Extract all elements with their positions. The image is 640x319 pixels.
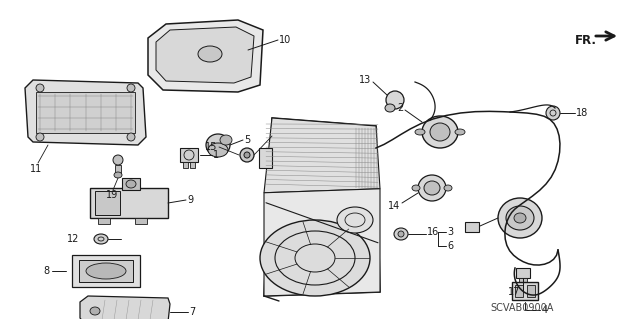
Bar xyxy=(512,282,538,300)
Polygon shape xyxy=(148,20,263,92)
Ellipse shape xyxy=(127,133,135,141)
Ellipse shape xyxy=(415,129,425,135)
Text: 16: 16 xyxy=(427,227,439,237)
Polygon shape xyxy=(80,296,170,319)
Text: SCVAB0900A: SCVAB0900A xyxy=(490,303,554,313)
Ellipse shape xyxy=(498,198,542,238)
Bar xyxy=(523,278,527,283)
Text: 13: 13 xyxy=(359,75,371,85)
Ellipse shape xyxy=(208,143,228,157)
Ellipse shape xyxy=(546,106,560,120)
Text: 4: 4 xyxy=(542,305,548,315)
Polygon shape xyxy=(264,189,380,296)
Text: 7: 7 xyxy=(189,307,195,317)
Bar xyxy=(98,218,110,224)
Ellipse shape xyxy=(113,155,123,165)
Ellipse shape xyxy=(412,185,420,191)
Ellipse shape xyxy=(394,228,408,240)
Ellipse shape xyxy=(94,234,108,244)
Ellipse shape xyxy=(126,180,136,188)
Bar xyxy=(465,222,479,232)
Ellipse shape xyxy=(514,213,526,223)
Text: 18: 18 xyxy=(576,108,588,118)
Text: 9: 9 xyxy=(187,195,193,205)
Polygon shape xyxy=(264,118,380,193)
Text: 6: 6 xyxy=(447,241,453,251)
Polygon shape xyxy=(264,118,380,296)
Ellipse shape xyxy=(86,263,126,279)
Bar xyxy=(90,188,168,218)
Polygon shape xyxy=(259,148,272,168)
Ellipse shape xyxy=(398,231,404,237)
Ellipse shape xyxy=(240,148,254,162)
Text: 5: 5 xyxy=(244,135,250,145)
Bar xyxy=(527,285,535,297)
Ellipse shape xyxy=(455,129,465,135)
Ellipse shape xyxy=(36,84,44,92)
Ellipse shape xyxy=(244,152,250,158)
Polygon shape xyxy=(25,80,146,145)
Ellipse shape xyxy=(198,46,222,62)
Text: 12: 12 xyxy=(67,234,79,244)
Ellipse shape xyxy=(385,104,395,112)
Ellipse shape xyxy=(422,116,458,148)
Ellipse shape xyxy=(127,84,135,92)
Bar xyxy=(183,162,188,168)
Ellipse shape xyxy=(424,181,440,195)
Bar xyxy=(180,148,198,162)
Ellipse shape xyxy=(506,206,534,230)
Bar xyxy=(190,162,195,168)
Bar xyxy=(72,255,140,287)
Text: 15: 15 xyxy=(205,142,217,152)
Bar xyxy=(79,260,133,282)
Ellipse shape xyxy=(90,307,100,315)
Ellipse shape xyxy=(337,207,373,233)
Ellipse shape xyxy=(36,133,44,141)
Ellipse shape xyxy=(114,172,122,178)
Bar xyxy=(519,278,523,283)
Text: 10: 10 xyxy=(279,35,291,45)
Ellipse shape xyxy=(220,135,232,145)
Text: 1: 1 xyxy=(213,150,219,160)
Text: 14: 14 xyxy=(388,201,400,211)
Text: FR.: FR. xyxy=(575,33,597,47)
Text: 8: 8 xyxy=(44,266,50,276)
Bar xyxy=(36,92,135,133)
Ellipse shape xyxy=(444,185,452,191)
Ellipse shape xyxy=(386,91,404,109)
Ellipse shape xyxy=(430,123,450,141)
Bar xyxy=(122,178,140,190)
Bar xyxy=(135,218,147,224)
Text: 2: 2 xyxy=(397,103,404,113)
Bar xyxy=(515,285,523,297)
Bar xyxy=(516,268,530,278)
Text: 19: 19 xyxy=(106,190,118,200)
Text: 11: 11 xyxy=(30,164,42,174)
Ellipse shape xyxy=(206,134,230,156)
Bar xyxy=(115,165,121,175)
Text: 17: 17 xyxy=(508,287,520,297)
Bar xyxy=(95,191,120,215)
Polygon shape xyxy=(156,27,254,83)
Ellipse shape xyxy=(260,220,370,296)
Ellipse shape xyxy=(418,175,446,201)
Text: 3: 3 xyxy=(447,227,453,237)
